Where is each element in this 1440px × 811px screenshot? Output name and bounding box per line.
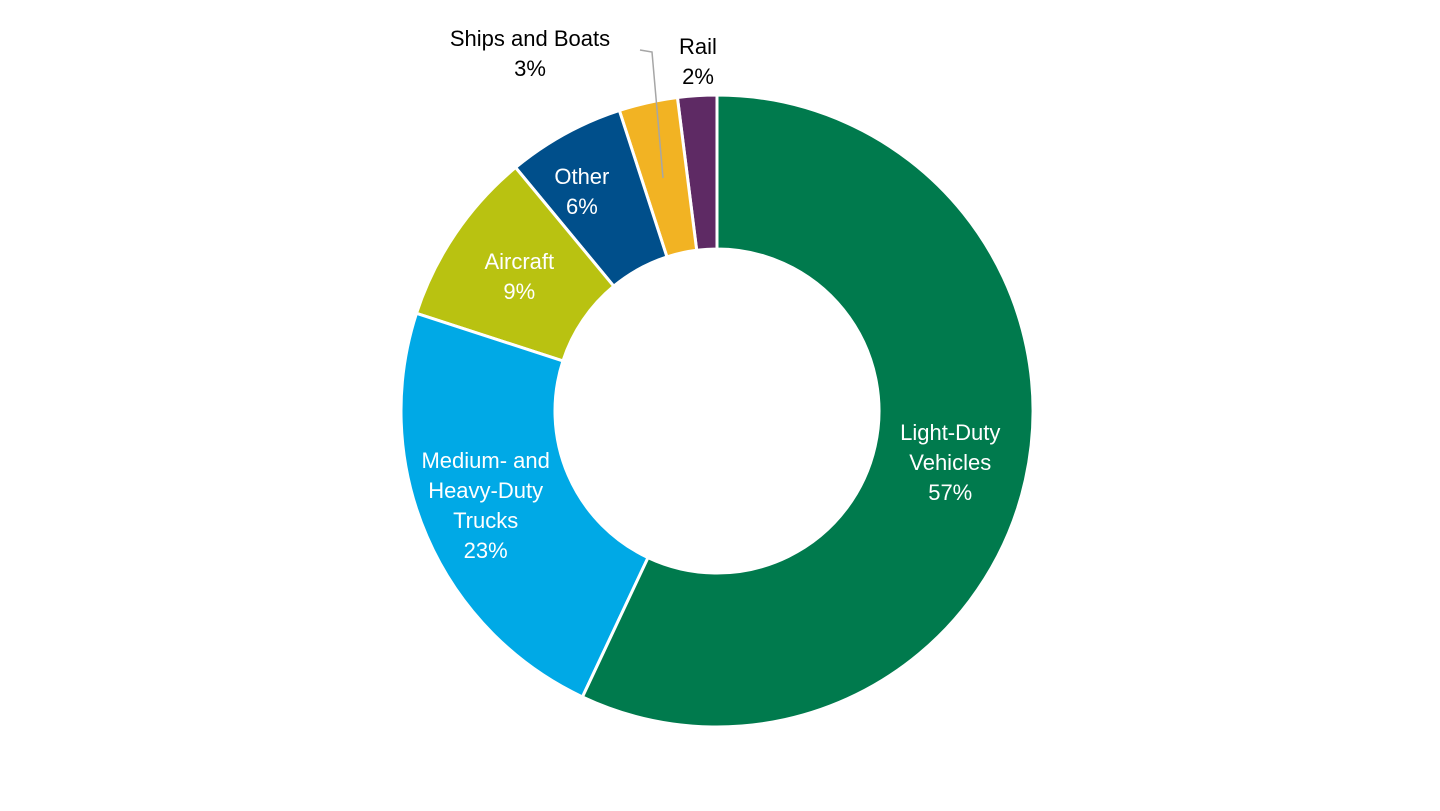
value-label: 23%	[463, 537, 508, 563]
value-label: 6%	[565, 193, 598, 219]
category-label: Ships and Boats	[449, 26, 611, 51]
category-label: Medium- and Heavy-Duty Trucks	[421, 447, 550, 533]
donut-segment	[399, 311, 651, 699]
value-label: 57%	[928, 480, 973, 506]
segment-label: Aircraft 9%	[459, 247, 579, 307]
donut-segment	[617, 95, 699, 259]
value-label: 3%	[514, 56, 546, 81]
segment-label: Rail 2%	[658, 32, 738, 92]
segment-label: Ships and Boats 3%	[420, 24, 640, 84]
segment-label: Other 6%	[532, 162, 632, 222]
segment-label: Light-Duty Vehicles 57%	[885, 418, 1015, 508]
donut-segment	[414, 165, 616, 363]
value-label: 9%	[503, 278, 536, 304]
category-label: Aircraft	[484, 248, 555, 274]
segment-label: Medium- and Heavy-Duty Trucks 23%	[406, 446, 566, 566]
category-label: Other	[554, 163, 610, 189]
category-label: Rail	[679, 34, 717, 59]
donut-segment	[580, 93, 1035, 729]
category-label: Light-Duty Vehicles	[900, 420, 1001, 476]
leader-line	[639, 49, 664, 179]
value-label: 2%	[682, 64, 714, 89]
donut-segment	[513, 108, 669, 289]
